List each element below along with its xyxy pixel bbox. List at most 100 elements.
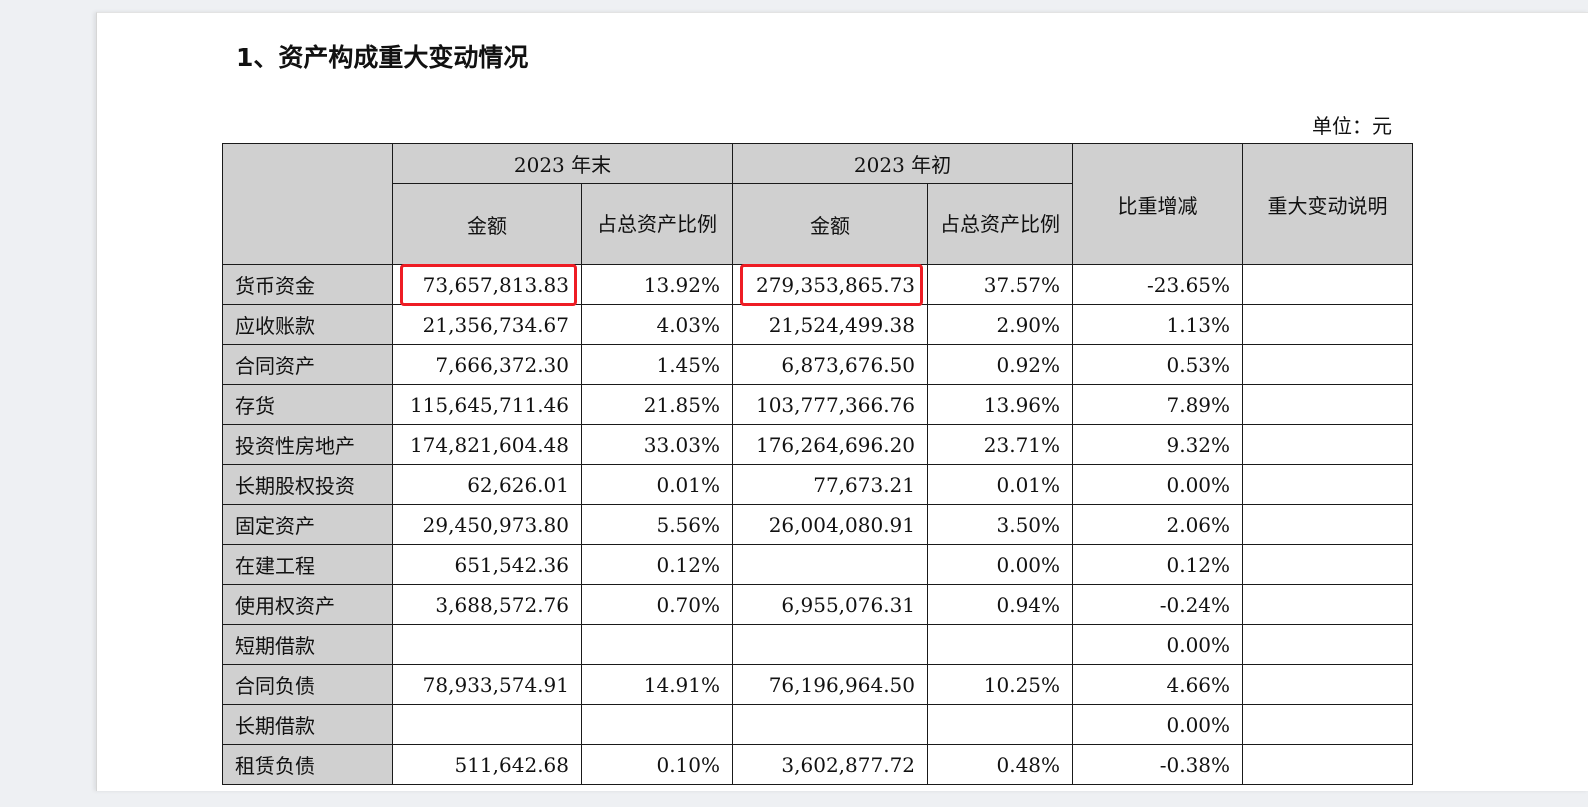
cell-end-amount: 115,645,711.46	[392, 384, 582, 425]
cell-change: -0.24%	[1072, 584, 1244, 625]
header-explanation: 重大变动说明	[1242, 143, 1414, 265]
cell-end-ratio: 0.12%	[580, 544, 734, 585]
table-row: 合同负债 78,933,574.91 14.91% 76,196,964.50 10.2…	[222, 664, 1414, 705]
cell-end-ratio: 0.01%	[580, 464, 734, 505]
table-row: 应收账款 21,356,734.67 4.03% 21,524,499.38 2.90%…	[222, 304, 1414, 345]
header-item-blank	[222, 143, 393, 265]
row-item-label: 应收账款	[222, 304, 393, 345]
header-begin-amount: 金额	[732, 183, 929, 265]
cell-end-amount: 29,450,973.80	[392, 504, 582, 545]
header-end-amount: 金额	[392, 183, 582, 265]
cell-note	[1242, 304, 1414, 345]
table-row: 长期股权投资 62,626.01 0.01% 77,673.21 0.01% 0.00%	[222, 464, 1414, 505]
cell-end-amount: 73,657,813.83	[392, 264, 582, 305]
cell-end-amount: 21,356,734.67	[392, 304, 582, 345]
header-begin-ratio: 占总资产比例	[927, 183, 1074, 265]
table-row: 固定资产 29,450,973.80 5.56% 26,004,080.91 3.50%…	[222, 504, 1414, 545]
cell-begin-ratio	[927, 624, 1074, 665]
cell-begin-ratio: 0.92%	[927, 344, 1074, 385]
cell-begin-amount: 103,777,366.76	[732, 384, 929, 425]
cell-change: 7.89%	[1072, 384, 1244, 425]
row-item-label: 长期借款	[222, 704, 393, 745]
cell-change: 9.32%	[1072, 424, 1244, 465]
cell-end-ratio: 13.92%	[580, 264, 734, 305]
unit-label: 单位：元	[1312, 114, 1392, 138]
cell-begin-ratio: 0.48%	[927, 744, 1074, 785]
header-end-ratio: 占总资产比例	[580, 183, 734, 265]
cell-note	[1242, 544, 1414, 585]
row-item-label: 使用权资产	[222, 584, 393, 625]
row-item-label: 短期借款	[222, 624, 393, 665]
cell-end-ratio: 21.85%	[580, 384, 734, 425]
cell-end-amount: 511,642.68	[392, 744, 582, 785]
cell-note	[1242, 664, 1414, 705]
cell-end-ratio: 4.03%	[580, 304, 734, 345]
cell-note	[1242, 624, 1414, 665]
cell-note	[1242, 424, 1414, 465]
cell-end-ratio: 0.10%	[580, 744, 734, 785]
row-item-label: 投资性房地产	[222, 424, 393, 465]
cell-begin-ratio: 0.01%	[927, 464, 1074, 505]
section-heading: 1、资产构成重大变动情况	[236, 43, 529, 72]
cell-change: -23.65%	[1072, 264, 1244, 305]
cell-begin-amount: 77,673.21	[732, 464, 929, 505]
cell-note	[1242, 744, 1414, 785]
cell-change: 1.13%	[1072, 304, 1244, 345]
cell-note	[1242, 584, 1414, 625]
cell-change: 0.00%	[1072, 464, 1244, 505]
cell-begin-amount: 279,353,865.73	[732, 264, 929, 305]
cell-begin-ratio	[927, 704, 1074, 745]
cell-begin-amount: 3,602,877.72	[732, 744, 929, 785]
row-item-label: 在建工程	[222, 544, 393, 585]
cell-begin-ratio: 13.96%	[927, 384, 1074, 425]
header-change: 比重增减	[1072, 143, 1244, 265]
table-row: 投资性房地产 174,821,604.48 33.03% 176,264,696.20…	[222, 424, 1414, 465]
cell-end-amount: 174,821,604.48	[392, 424, 582, 465]
table-row: 使用权资产 3,688,572.76 0.70% 6,955,076.31 0.94% -…	[222, 584, 1414, 625]
cell-begin-ratio: 0.94%	[927, 584, 1074, 625]
cell-note	[1242, 704, 1414, 745]
table-row: 短期借款 0.00%	[222, 624, 1414, 665]
cell-note	[1242, 384, 1414, 425]
cell-begin-amount	[732, 624, 929, 665]
cell-end-amount	[392, 704, 582, 745]
cell-change: 0.00%	[1072, 624, 1244, 665]
cell-change: 0.12%	[1072, 544, 1244, 585]
cell-begin-ratio: 10.25%	[927, 664, 1074, 705]
cell-end-amount: 62,626.01	[392, 464, 582, 505]
cell-change: 0.53%	[1072, 344, 1244, 385]
header-end-2023: 2023 年末	[391, 143, 734, 184]
cell-begin-amount: 76,196,964.50	[732, 664, 929, 705]
cell-note	[1242, 464, 1414, 505]
cell-begin-amount: 176,264,696.20	[732, 424, 929, 465]
cell-change: 2.06%	[1072, 504, 1244, 545]
cell-end-amount	[392, 624, 582, 665]
cell-end-ratio: 0.70%	[580, 584, 734, 625]
cell-end-ratio: 14.91%	[580, 664, 734, 705]
cell-note	[1242, 264, 1414, 305]
cell-begin-ratio: 37.57%	[927, 264, 1074, 305]
table-row: 在建工程 651,542.36 0.12% 0.00% 0.12%	[222, 544, 1414, 585]
cell-begin-amount: 6,955,076.31	[732, 584, 929, 625]
cell-note	[1242, 344, 1414, 385]
cell-end-amount: 7,666,372.30	[392, 344, 582, 385]
cell-note	[1242, 504, 1414, 545]
row-item-label: 租赁负债	[222, 744, 393, 785]
row-item-label: 固定资产	[222, 504, 393, 545]
cell-end-ratio: 5.56%	[580, 504, 734, 545]
cell-begin-amount	[732, 704, 929, 745]
asset-composition-table: 2023 年末 2023 年初 比重增减 重大变动说明 金额 占总资产比例 金额…	[222, 143, 1414, 785]
row-item-label: 货币资金	[222, 264, 393, 305]
table-row: 合同资产 7,666,372.30 1.45% 6,873,676.50 0.92% 0.…	[222, 344, 1414, 385]
cell-begin-amount	[732, 544, 929, 585]
cell-begin-ratio: 23.71%	[927, 424, 1074, 465]
row-item-label: 存货	[222, 384, 393, 425]
cell-begin-amount: 6,873,676.50	[732, 344, 929, 385]
cell-begin-amount: 21,524,499.38	[732, 304, 929, 345]
header-begin-2023: 2023 年初	[732, 143, 1074, 184]
cell-end-ratio	[580, 704, 734, 745]
row-item-label: 合同负债	[222, 664, 393, 705]
cell-begin-amount: 26,004,080.91	[732, 504, 929, 545]
table-row: 租赁负债 511,642.68 0.10% 3,602,877.72 0.48% -0.3…	[222, 744, 1414, 785]
cell-change: 4.66%	[1072, 664, 1244, 705]
